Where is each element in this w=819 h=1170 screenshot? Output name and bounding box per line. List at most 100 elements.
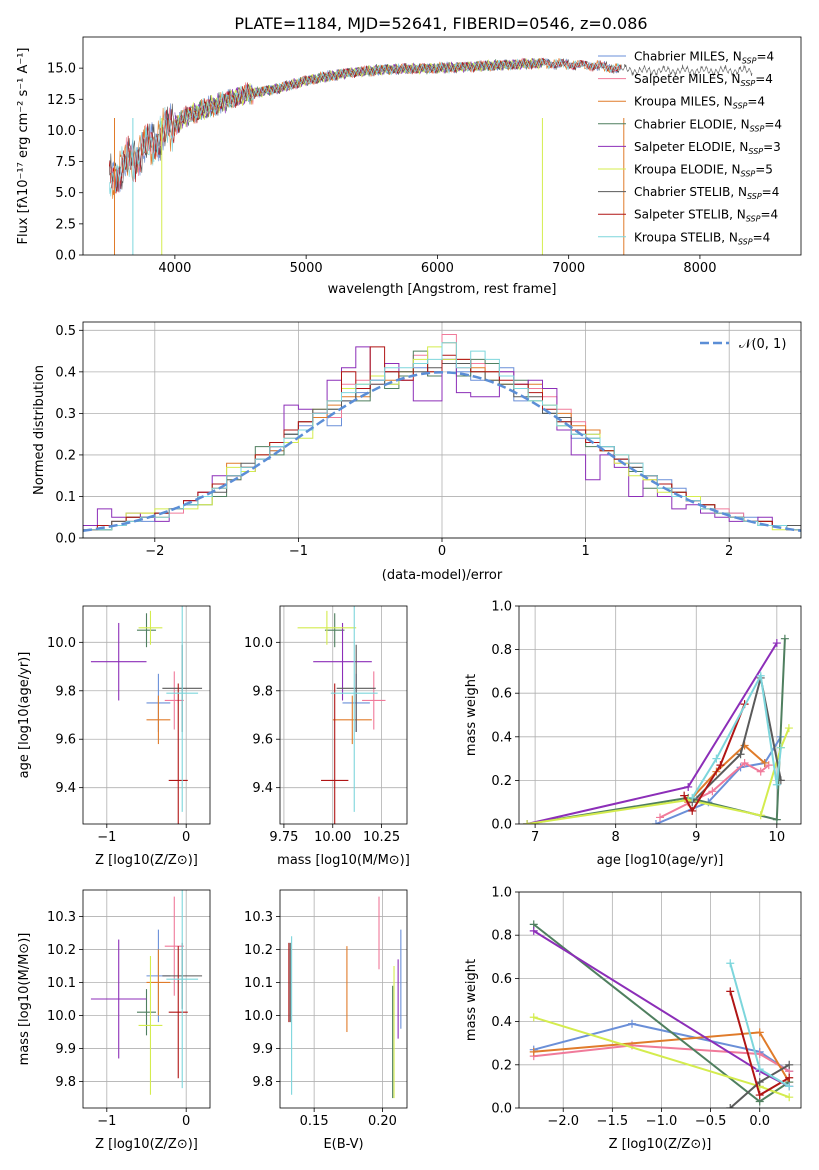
weight-marker <box>756 811 765 820</box>
plot-area <box>83 334 801 538</box>
y-tick-label: 1.0 <box>491 600 512 615</box>
y-tick-label: 0.2 <box>55 448 76 463</box>
axes-frame <box>82 889 211 1109</box>
y-tick-label: 10.2 <box>47 943 76 958</box>
x-tick-label: 2 <box>725 544 733 559</box>
x-tick-label: −2.0 <box>547 1114 579 1129</box>
y-axis-label: Normed distribution <box>32 365 47 495</box>
weight-marker <box>785 1093 794 1102</box>
y-tick-label: 0.2 <box>491 774 512 789</box>
y-axis-label: age [log10(age/yr)] <box>17 652 32 779</box>
y-tick-label: 9.6 <box>55 733 76 748</box>
y-tick-label: 0.0 <box>55 532 76 547</box>
x-axis-label: age [log10(age/yr)] <box>597 853 724 868</box>
x-tick-label: 10 <box>769 830 786 845</box>
weight-marker <box>651 820 660 824</box>
weight-marker <box>627 1019 636 1028</box>
weight-series <box>526 642 778 824</box>
histogram-series <box>83 342 801 538</box>
x-tick-label: 9.75 <box>269 830 298 845</box>
legend-label: Salpeter MILES, NSSP=4 <box>634 72 773 88</box>
x-tick-label: 4000 <box>158 261 191 276</box>
weight-marker <box>756 767 765 776</box>
axes-frame <box>82 36 802 256</box>
x-tick-label: −1 <box>97 830 116 845</box>
axes-frame <box>82 321 802 539</box>
y-tick-label: 0.0 <box>491 818 512 833</box>
weight-marker <box>529 1013 538 1022</box>
y-tick-label: 0.2 <box>491 1058 512 1073</box>
weight-marker <box>523 820 532 824</box>
x-tick-label: 6000 <box>421 261 454 276</box>
x-tick-label: 0 <box>438 544 446 559</box>
x-axis-label: (data-model)/error <box>382 568 503 583</box>
plot-area <box>529 920 794 1108</box>
weight-marker <box>726 959 735 968</box>
weight-marker <box>726 1104 735 1108</box>
x-axis-label: Z [log10(Z/Z⊙)] <box>609 1137 712 1152</box>
y-tick-label: 10.2 <box>244 943 273 958</box>
y-tick-label: 0.5 <box>55 324 76 339</box>
weight-series <box>683 703 746 813</box>
weight-marker <box>772 780 781 789</box>
y-axis-label: mass [log10(M/M⊙)] <box>17 933 32 1066</box>
x-axis-label: mass [log10(M/M⊙)] <box>277 853 410 868</box>
weight-marker <box>529 1047 538 1056</box>
legend-label: Kroupa ELODIE, NSSP=5 <box>634 163 773 179</box>
y-tick-label: 10.3 <box>47 910 76 925</box>
y-tick-label: 9.9 <box>55 1042 76 1057</box>
weight-marker <box>756 671 765 680</box>
x-tick-label: −1 <box>289 544 308 559</box>
y-tick-label: 0.8 <box>491 929 512 944</box>
y-tick-label: 10.1 <box>47 976 76 991</box>
y-tick-label: 9.8 <box>252 1075 273 1090</box>
y-tick-label: 0.0 <box>491 1102 512 1117</box>
figure-title: PLATE=1184, MJD=52641, FIBERID=0546, z=0… <box>234 14 647 33</box>
y-tick-label: 9.8 <box>252 684 273 699</box>
weight-marker <box>772 639 781 648</box>
y-tick-label: 9.4 <box>55 781 76 796</box>
y-axis-label: Flux [fλ10⁻¹⁷ erg cm⁻² s⁻¹ A⁻¹] <box>16 48 31 245</box>
x-tick-label: 0 <box>182 1114 190 1129</box>
weight-marker <box>760 758 769 767</box>
x-tick-label: 5000 <box>290 261 323 276</box>
weight-series <box>687 744 766 803</box>
y-tick-label: 0.4 <box>491 1015 512 1030</box>
legend-label: Salpeter ELODIE, NSSP=3 <box>634 140 781 156</box>
x-tick-label: −0.5 <box>695 1114 727 1129</box>
y-tick-label: 10.0 <box>244 636 273 651</box>
weight-marker <box>784 724 793 733</box>
weight-marker <box>776 743 785 752</box>
y-tick-label: 2.5 <box>55 217 76 232</box>
x-axis-label: Z [log10(Z/Z⊙)] <box>95 853 198 868</box>
weight-marker <box>708 787 717 796</box>
y-tick-label: 15.0 <box>47 62 76 77</box>
y-tick-label: 10.3 <box>244 910 273 925</box>
weight-marker <box>755 1091 764 1100</box>
y-tick-label: 9.8 <box>55 684 76 699</box>
x-tick-label: 0.0 <box>749 1114 770 1129</box>
weight-series <box>526 727 790 824</box>
y-tick-label: 7.5 <box>55 155 76 170</box>
x-axis-label: E(B-V) <box>323 1137 363 1152</box>
panel-mass-vs-metallicity: −1 0 9.8 9.9 10.0 10.1 10.2 10.3 Z [log10(Z/Z⊙)]… <box>17 889 211 1152</box>
panel-mass-weight-vs-age: 7 8 9 10 0.0 0.2 0.4 0.6 0.8 1.0 age [log10(age/yr… <box>464 600 802 868</box>
legend-label: 𝒩(0, 1) <box>739 337 786 352</box>
weight-marker <box>755 1050 764 1058</box>
weight-marker <box>785 1060 794 1069</box>
x-tick-label: 10.00 <box>314 830 351 845</box>
weight-marker <box>688 806 697 815</box>
legend-label: Kroupa MILES, NSSP=4 <box>634 95 765 111</box>
weight-marker <box>656 813 664 822</box>
y-tick-label: 9.8 <box>55 1075 76 1090</box>
weight-marker <box>736 750 745 759</box>
weight-series <box>533 1044 790 1073</box>
spectrum-legend: Chabrier MILES, NSSP=4 Salpeter MILES, NS… <box>598 50 782 246</box>
weight-marker <box>740 758 749 767</box>
spectrum-line <box>110 57 622 199</box>
x-tick-label: −1.5 <box>597 1114 629 1129</box>
weight-marker <box>764 761 773 770</box>
y-tick-label: 10.0 <box>47 636 76 651</box>
y-axis-label: mass weight <box>464 674 479 756</box>
axes-frame <box>279 889 408 1109</box>
